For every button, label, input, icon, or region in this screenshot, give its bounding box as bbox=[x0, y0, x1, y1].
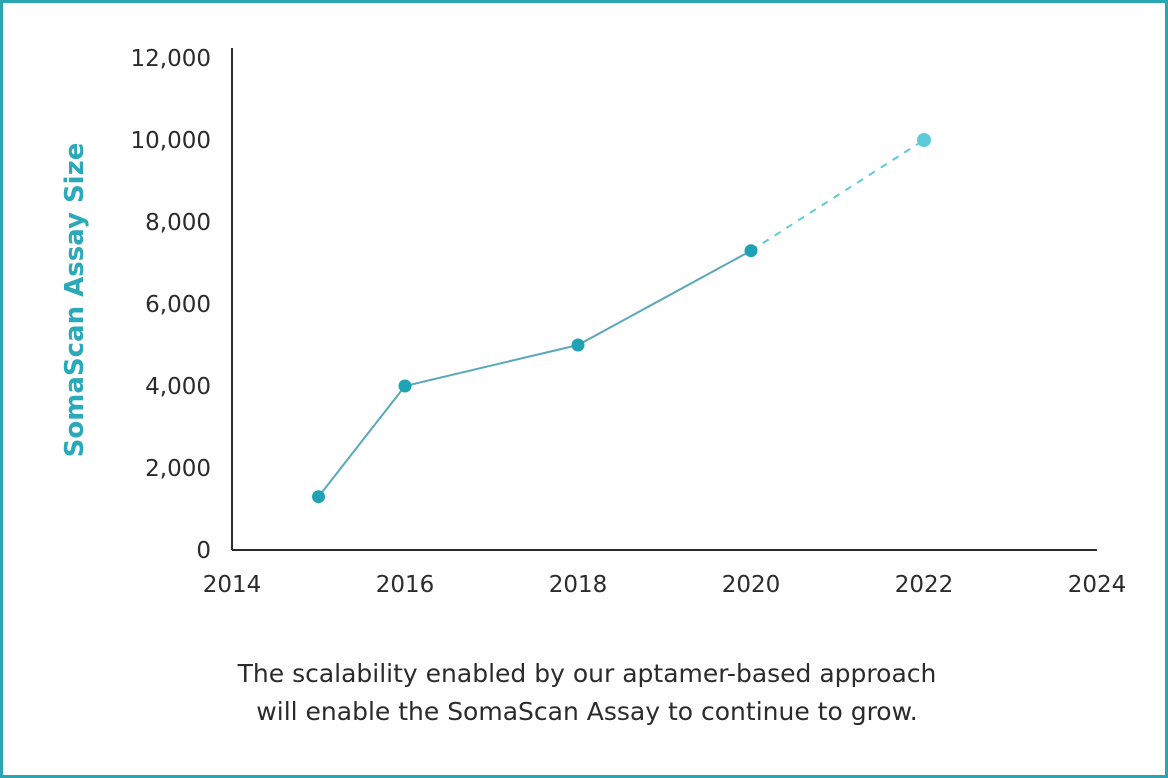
x-tick-label: 2020 bbox=[722, 572, 781, 598]
y-tick-label: 12,000 bbox=[131, 46, 211, 72]
caption-line-1: The scalability enabled by our aptamer-b… bbox=[237, 659, 937, 688]
series-lines bbox=[317, 139, 925, 498]
y-tick-label: 4,000 bbox=[145, 374, 211, 400]
line-chart: 0 2,000 4,000 6,000 8,000 10,000 12,000 2014 201… bbox=[60, 46, 1127, 598]
y-tick-label: 8,000 bbox=[145, 210, 211, 236]
x-tick-label: 2018 bbox=[549, 572, 608, 598]
tick-labels: 0 2,000 4,000 6,000 8,000 10,000 12,000 2014 201… bbox=[131, 46, 1127, 598]
data-point bbox=[312, 490, 325, 504]
chart-axes bbox=[231, 48, 1097, 551]
x-tick-label: 2016 bbox=[376, 572, 435, 598]
y-tick-label: 10,000 bbox=[131, 128, 211, 154]
data-point bbox=[398, 379, 412, 393]
x-tick-label: 2014 bbox=[203, 572, 262, 598]
caption: The scalability enabled by our aptamer-b… bbox=[3, 655, 1168, 731]
y-tick-label: 2,000 bbox=[145, 456, 211, 482]
x-tick-label: 2024 bbox=[1068, 572, 1127, 598]
y-tick-label: 6,000 bbox=[145, 292, 211, 318]
data-point bbox=[571, 338, 585, 352]
data-point bbox=[744, 244, 758, 258]
caption-line-2: will enable the SomaScan Assay to contin… bbox=[256, 697, 918, 726]
x-tick-label: 2022 bbox=[895, 572, 954, 598]
projection-line bbox=[750, 139, 925, 252]
y-axis-label: SomaScan Assay Size bbox=[60, 143, 90, 458]
projected-point bbox=[917, 133, 931, 147]
y-tick-label: 0 bbox=[196, 538, 211, 564]
series-line bbox=[317, 249, 752, 498]
data-points bbox=[312, 133, 931, 504]
